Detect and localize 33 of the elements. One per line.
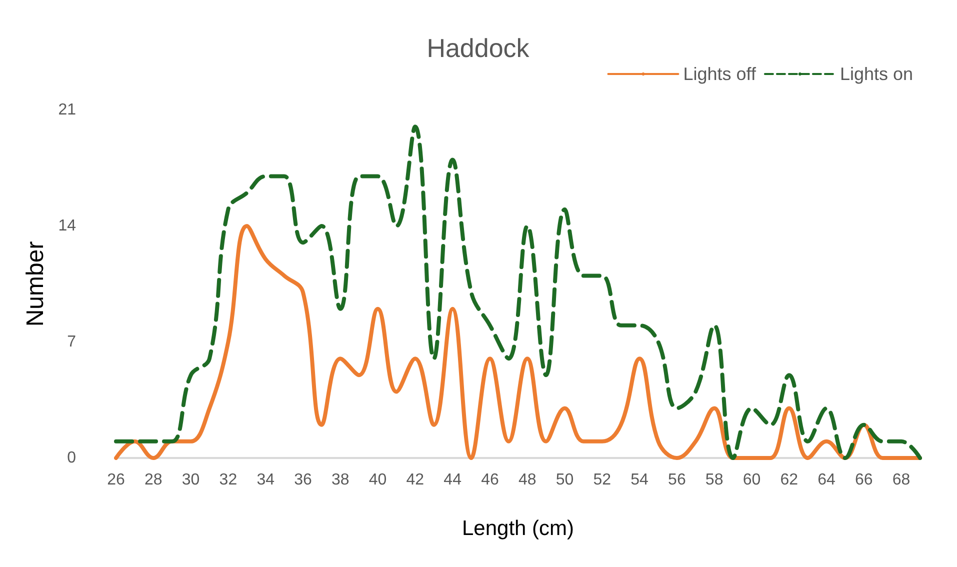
x-tick-label: 36	[294, 472, 312, 488]
y-tick-label: 7	[67, 334, 76, 350]
line-series	[114, 224, 922, 460]
x-axis-title: Length (cm)	[462, 517, 574, 540]
x-tick-label: 52	[593, 472, 612, 488]
chart-title: Haddock	[426, 33, 530, 63]
y-tick-label: 14	[58, 218, 76, 234]
x-tick-label: 44	[444, 472, 462, 488]
x-tick-label: 56	[668, 472, 686, 488]
x-tick-label: 54	[630, 472, 649, 488]
x-tick-label: 38	[331, 472, 350, 488]
x-tick-label: 60	[742, 472, 761, 488]
y-axis-title: Number	[22, 241, 49, 327]
x-tick-label: 26	[107, 472, 125, 488]
x-tick-label: 64	[818, 472, 836, 488]
x-tick-label: 68	[892, 472, 910, 488]
x-tick-label: 48	[518, 472, 536, 488]
y-tick-label: 21	[58, 102, 76, 118]
legend-label: Lights off	[683, 64, 757, 84]
x-tick-label: 58	[705, 472, 724, 488]
legend-label: Lights on	[840, 64, 914, 84]
x-tick-label: 62	[780, 472, 798, 488]
line-series	[114, 124, 922, 460]
x-tick-label: 32	[219, 472, 238, 488]
x-tick-label: 28	[144, 472, 162, 488]
x-tick-label: 30	[182, 472, 200, 488]
x-tick-label: 50	[556, 472, 574, 488]
x-tick-label: 66	[855, 472, 873, 488]
x-tick-label: 40	[368, 472, 387, 488]
y-tick-label: 0	[67, 450, 76, 466]
x-tick-label: 42	[406, 472, 424, 488]
x-tick-label: 34	[256, 472, 275, 488]
x-tick-label: 46	[481, 472, 499, 488]
